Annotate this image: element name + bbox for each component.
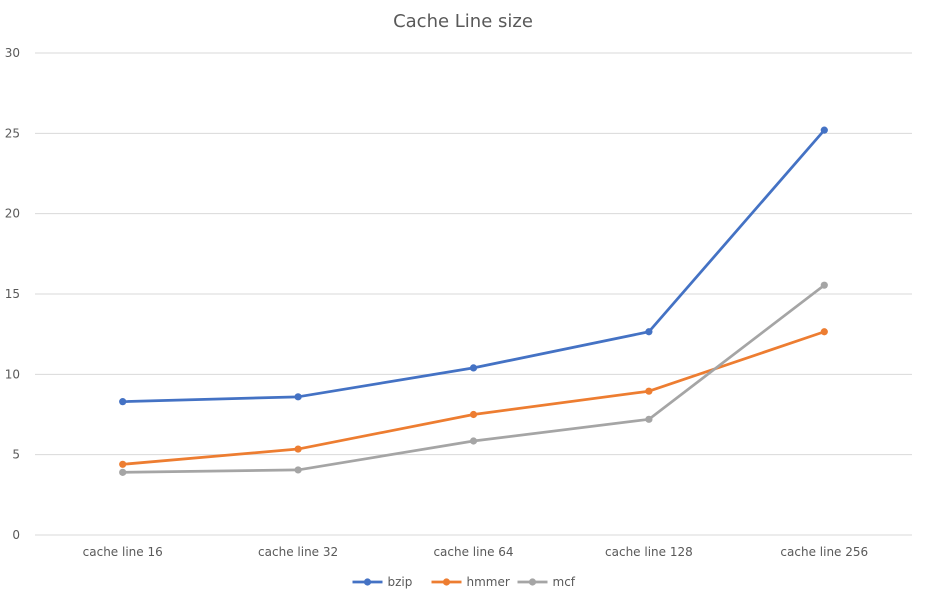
x-tick-label: cache line 16 — [83, 545, 163, 559]
data-point — [645, 415, 653, 423]
data-point — [645, 328, 653, 336]
x-tick-label: cache line 32 — [258, 545, 338, 559]
data-point — [820, 328, 828, 336]
data-point — [820, 126, 828, 134]
y-tick-label: 0 — [12, 528, 20, 542]
legend-swatch-marker — [528, 578, 537, 586]
legend-swatch-marker — [442, 578, 451, 586]
data-point — [119, 468, 127, 476]
y-axis-ticks: 0 5 10 15 20 25 30 — [5, 46, 20, 542]
y-tick-label: 10 — [5, 367, 20, 381]
series-line — [121, 128, 826, 404]
y-tick-label: 20 — [5, 207, 20, 221]
series-group — [119, 126, 828, 476]
y-tick-label: 5 — [12, 448, 20, 462]
y-tick-label: 30 — [5, 46, 20, 60]
gridlines — [35, 52, 912, 536]
legend-label: mcf — [553, 575, 576, 589]
x-tick-label: cache line 256 — [780, 545, 868, 559]
data-point — [119, 460, 127, 468]
legend-swatch-marker — [363, 578, 372, 586]
data-point — [820, 281, 828, 289]
y-tick-label: 25 — [5, 126, 20, 140]
legend: bzip hmmer mcf — [352, 575, 576, 589]
data-point — [294, 393, 302, 401]
data-point — [294, 445, 302, 453]
x-axis-ticks: cache line 16 cache line 32 cache line 64 c… — [83, 545, 869, 559]
legend-item-mcf: mcf — [517, 575, 576, 589]
legend-label: hmmer — [467, 575, 510, 589]
series-mcf — [119, 281, 828, 476]
data-point — [469, 437, 478, 445]
legend-item-hmmer: hmmer — [431, 575, 510, 589]
legend-item-bzip: bzip — [352, 575, 413, 589]
series-hmmer — [119, 328, 828, 468]
data-point — [294, 466, 302, 474]
x-tick-label: cache line 128 — [605, 545, 693, 559]
legend-label: bzip — [388, 575, 413, 589]
data-point — [119, 398, 127, 406]
data-point — [645, 387, 653, 395]
y-tick-label: 15 — [5, 287, 20, 301]
data-point — [469, 364, 478, 372]
series-bzip — [119, 126, 828, 406]
chart-title: Cache Line size — [393, 11, 533, 32]
data-point — [469, 410, 478, 419]
x-tick-label: cache line 64 — [433, 545, 513, 559]
